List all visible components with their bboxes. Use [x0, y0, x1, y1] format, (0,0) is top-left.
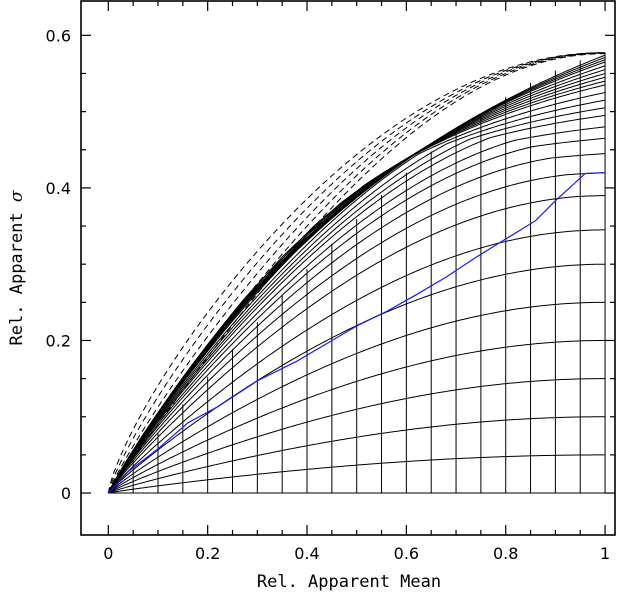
x-tick-label-0: 0 — [103, 544, 113, 563]
x-tick-label-3: 0.6 — [394, 544, 419, 563]
x-axis-label: Rel. Apparent Mean — [257, 572, 441, 592]
dashed-envelope-curve-3 — [107, 52, 606, 494]
axis-ticks — [81, 1, 615, 535]
sigma-level-curve-16 — [107, 92, 606, 494]
y-tick-label-2: 0.4 — [46, 179, 71, 198]
y-tick-label-0: 0 — [61, 484, 71, 503]
tick-labels: 0 0.2 0.4 0.6 0.8 1 0 0.2 0.4 0.6 — [46, 26, 611, 563]
sigma-level-curve-13 — [107, 114, 606, 494]
x-tick-label-4: 0.8 — [493, 544, 518, 563]
x-tick-label-5: 1 — [600, 544, 610, 563]
plot-frame — [80, 0, 616, 536]
blue-series-line-1 — [107, 172, 606, 494]
dashed-envelope-curve-5 — [107, 52, 606, 494]
x-tick-label-1: 0.2 — [195, 544, 220, 563]
y-tick-label-3: 0.6 — [46, 26, 71, 45]
sigma-level-curve-26 — [107, 54, 606, 494]
y-tick-label-1: 0.2 — [46, 331, 71, 350]
y-axis-label: Rel. Apparent σ — [7, 190, 27, 345]
y-axis-label-text: Rel. Apparent — [7, 212, 27, 345]
plot-curves — [107, 52, 606, 494]
y-axis-label-symbol: σ — [7, 190, 27, 202]
sigma-level-curve-15 — [107, 99, 606, 494]
dashed-envelope-curve-2 — [107, 52, 606, 494]
x-tick-label-2: 0.4 — [294, 544, 319, 563]
sigma-level-curve-23 — [107, 61, 606, 494]
sigma-level-curve-25 — [107, 56, 606, 494]
dashed-envelope-curve-4 — [107, 52, 606, 494]
sigma-level-curve-24 — [107, 59, 606, 494]
dashed-envelope-curve-1 — [107, 53, 606, 494]
